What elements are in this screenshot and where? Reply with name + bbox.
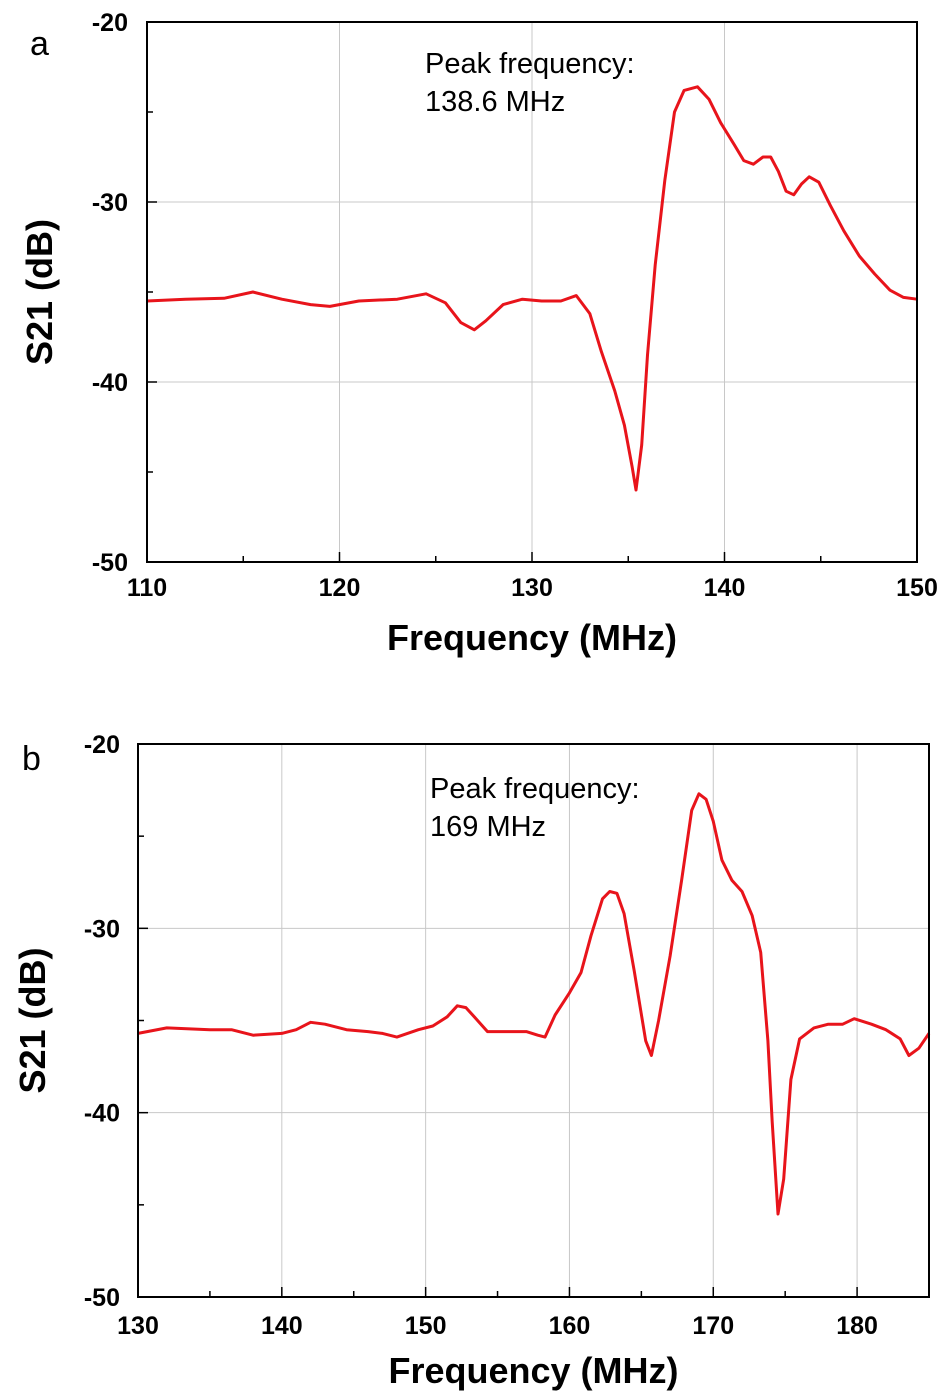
plot-frame bbox=[137, 743, 930, 1298]
y-tick-label: -20 bbox=[84, 731, 120, 759]
y-axis-label: S21 (dB) bbox=[19, 219, 60, 365]
x-tick-label: 150 bbox=[405, 1312, 447, 1340]
chart-panel-b: 130 140 150 160 170 180 -20 -30 -40 -50 Frequency … bbox=[12, 731, 931, 1391]
annotation-value: 169 MHz bbox=[430, 811, 546, 843]
annotation-title: Peak frequency: bbox=[425, 48, 635, 80]
y-tick-label: -20 bbox=[92, 9, 128, 37]
x-tick-label: 110 bbox=[127, 574, 167, 602]
x-tick-label: 170 bbox=[692, 1312, 734, 1340]
plot-frame bbox=[146, 21, 918, 563]
y-tick-label: -30 bbox=[92, 189, 128, 217]
chart-panel-a: 110 120 130 140 150 -20 -30 -40 -50 Frequency (MH… bbox=[19, 9, 938, 658]
y-tick-label: -50 bbox=[84, 1284, 120, 1312]
x-tick-label: 130 bbox=[117, 1312, 159, 1340]
annotation-value: 138.6 MHz bbox=[425, 86, 565, 118]
x-tick-label: 160 bbox=[549, 1312, 591, 1340]
y-tick-label: -40 bbox=[84, 1100, 120, 1128]
annotation-title: Peak frequency: bbox=[430, 773, 640, 805]
x-tick-label: 140 bbox=[261, 1312, 303, 1340]
data-line bbox=[146, 85, 918, 492]
x-tick-label: 120 bbox=[319, 574, 361, 602]
panel-label: b bbox=[22, 740, 41, 778]
x-axis-label: Frequency (MHz) bbox=[388, 1350, 678, 1391]
y-tick-label: -40 bbox=[92, 369, 128, 397]
x-tick-label: 130 bbox=[511, 574, 553, 602]
y-tick-label: -50 bbox=[92, 549, 128, 577]
y-axis-label: S21 (dB) bbox=[12, 947, 53, 1093]
data-line bbox=[137, 792, 931, 1216]
y-tick-label: -30 bbox=[84, 915, 120, 943]
panel-label: a bbox=[30, 25, 49, 63]
x-tick-label: 150 bbox=[896, 574, 938, 602]
x-tick-label: 180 bbox=[836, 1312, 878, 1340]
x-axis-label: Frequency (MHz) bbox=[387, 617, 677, 658]
x-tick-label: 140 bbox=[704, 574, 746, 602]
